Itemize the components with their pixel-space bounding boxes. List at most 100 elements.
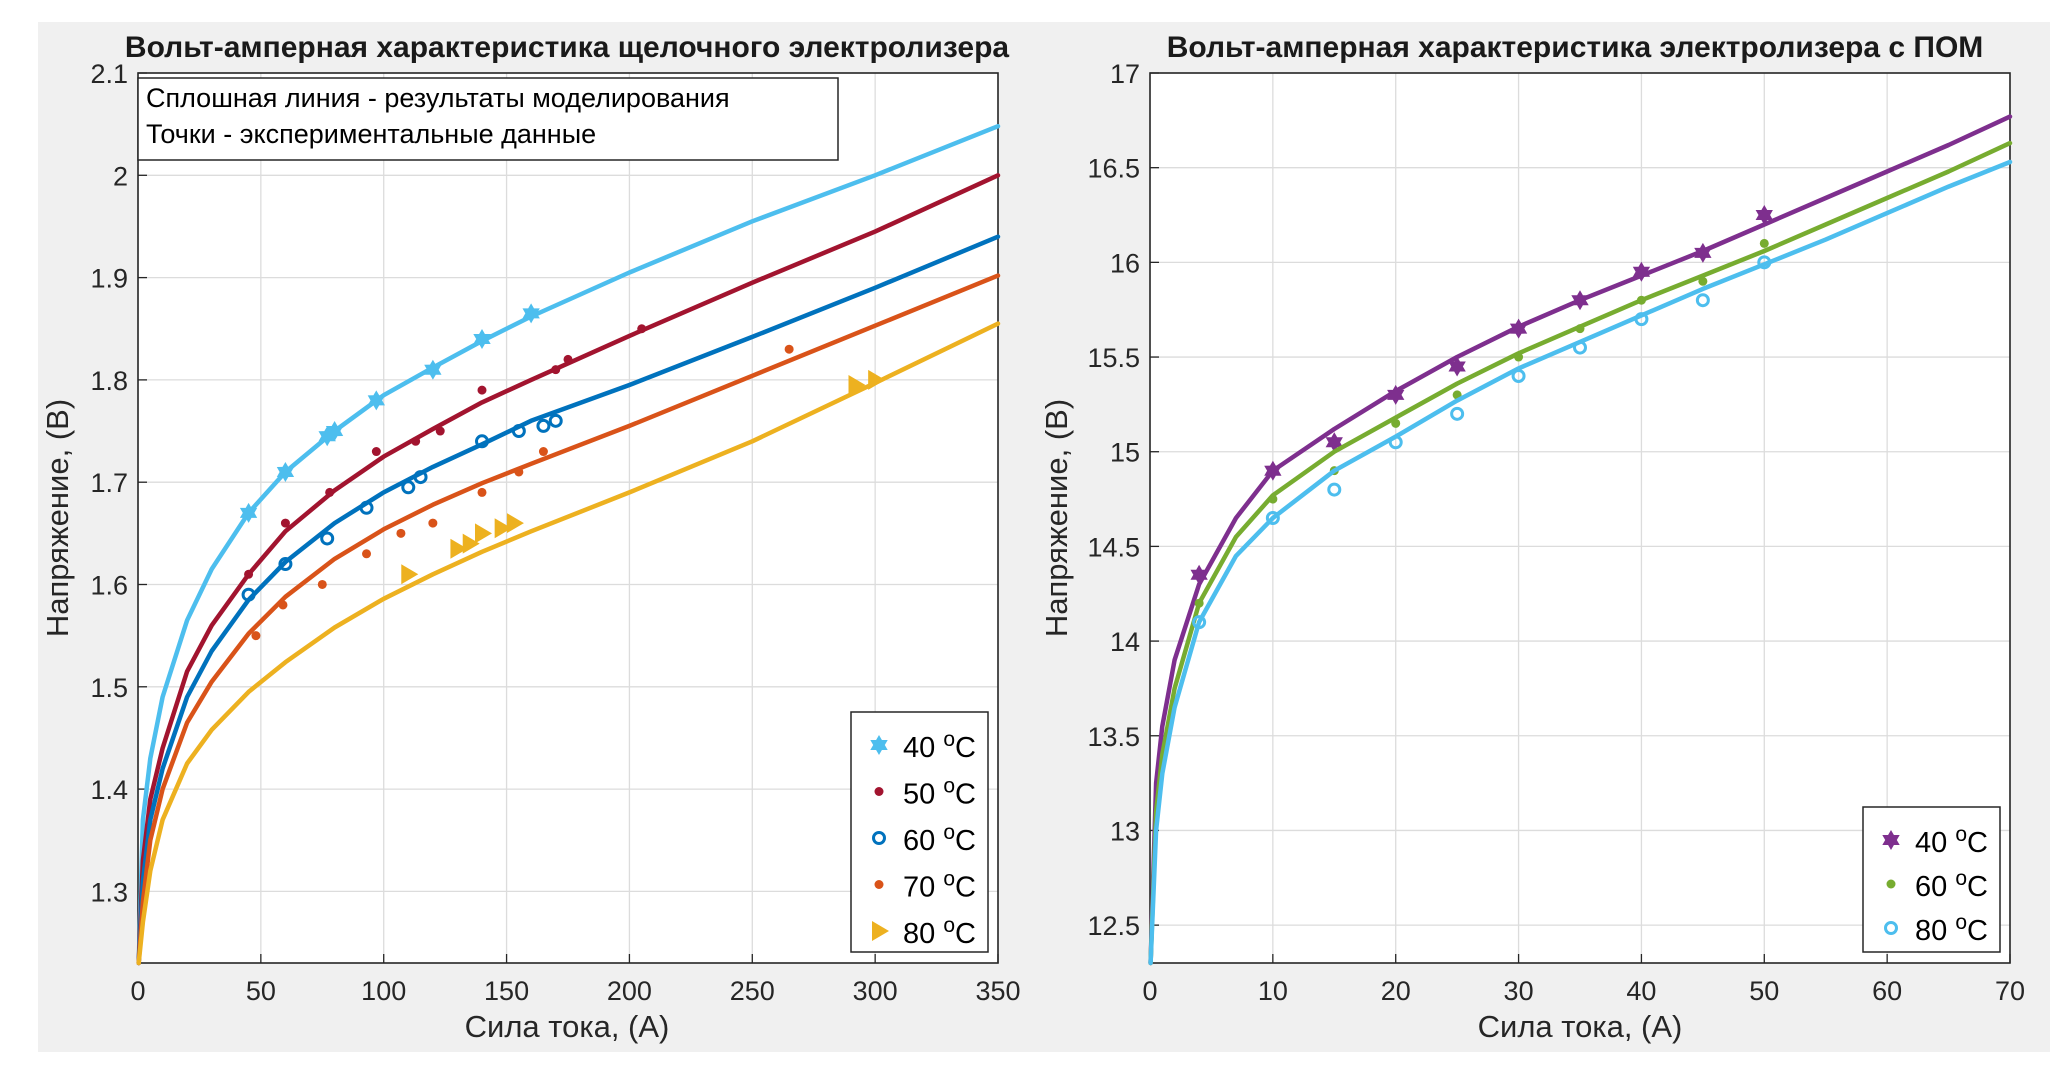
legend-marker-80 [1884, 921, 1898, 935]
data-point-50 [244, 569, 254, 579]
data-point-80 [494, 518, 512, 539]
data-point-40 [1190, 564, 1208, 585]
legend-marker-40 [870, 735, 888, 755]
data-point-70 [251, 631, 261, 641]
data-point-80 [1327, 482, 1342, 497]
legend-label-60: 60 oC [1915, 867, 1988, 903]
data-point-40 [1509, 318, 1528, 339]
y-tick-label: 1.4 [90, 775, 128, 805]
data-point-40 [325, 421, 344, 441]
data-point-50 [637, 324, 647, 334]
data-point-60 [278, 557, 293, 572]
data-point-50 [325, 487, 335, 497]
data-point-80 [1511, 368, 1526, 383]
y-axis-label-left: Напряжение, (В) [40, 399, 75, 637]
data-point-60 [475, 434, 489, 449]
data-point-60 [1575, 324, 1585, 334]
data-point-50 [563, 354, 573, 364]
y-tick-label: 1.3 [90, 877, 128, 907]
annotation-line-1: Сплошная линия - результаты моделировани… [146, 83, 730, 113]
data-point-40 [1387, 384, 1405, 405]
data-point-80 [450, 538, 468, 559]
data-point-70 [317, 579, 327, 589]
y-tick-label: 13 [1110, 816, 1140, 846]
data-point-80 [475, 523, 492, 544]
data-point-80 [1192, 615, 1207, 630]
data-point-60 [536, 418, 551, 433]
x-axis-label-right: Сила тока, (А) [1478, 1009, 1683, 1044]
data-point-70 [514, 467, 524, 477]
data-point-50 [477, 385, 487, 395]
y-axis-label-right: Напряжение, (В) [1039, 399, 1074, 637]
y-tick-label: 12.5 [1087, 911, 1140, 941]
y-tick-label: 1.9 [90, 264, 128, 294]
legend-label-60: 60 oC [903, 821, 976, 857]
annotation-box: Сплошная линия - результаты моделировани… [137, 77, 839, 161]
data-point-80 [868, 369, 886, 390]
annotation-line-2: Точки - экспериментальные данные [146, 119, 596, 149]
data-point-60 [1698, 276, 1708, 286]
data-point-80 [1634, 312, 1649, 327]
y-tick-label: 14.5 [1087, 532, 1140, 562]
data-point-70 [784, 344, 794, 354]
data-point-40 [1694, 242, 1712, 263]
data-point-80 [401, 564, 419, 585]
data-point-60 [548, 413, 563, 428]
x-tick-label: 30 [1504, 976, 1534, 1006]
data-point-70 [362, 549, 372, 559]
data-point-50 [411, 436, 421, 446]
data-point-40 [276, 462, 295, 482]
y-tick-label: 1.8 [90, 366, 128, 396]
data-point-50 [280, 518, 290, 528]
series-line-60 [1148, 140, 2013, 966]
x-tick-label: 200 [607, 976, 652, 1006]
legend-label-40: 40 oC [1915, 823, 1988, 859]
data-point-40 [473, 329, 491, 349]
data-point-80 [1388, 435, 1403, 450]
data-point-60 [241, 587, 256, 602]
legend-marker-70 [874, 880, 884, 889]
data-point-80 [1757, 255, 1772, 270]
y-tick-label: 16.5 [1087, 154, 1140, 184]
legend-label-40: 40 oC [903, 728, 976, 764]
x-tick-label: 250 [730, 976, 775, 1006]
data-point-60 [1391, 418, 1401, 428]
data-point-70 [428, 518, 438, 528]
data-point-70 [278, 600, 288, 610]
data-point-40 [424, 359, 442, 380]
chart-title-right: Вольт-амперная характеристика электролиз… [1167, 31, 1984, 64]
x-tick-label: 300 [853, 976, 898, 1006]
legend-label-80: 80 oC [1915, 911, 1988, 947]
y-tick-label: 16 [1110, 248, 1140, 278]
legend-label-50: 50 oC [903, 775, 976, 811]
y-tick-label: 13.5 [1087, 722, 1140, 752]
data-point-40 [239, 502, 258, 523]
legend-marker-50 [874, 787, 884, 796]
y-tick-label: 14 [1110, 627, 1140, 657]
legend-label-80: 80 oC [903, 914, 976, 950]
series-line-80 [136, 321, 1001, 966]
y-tick-label: 15.5 [1087, 343, 1140, 373]
y-tick-label: 1.5 [90, 673, 128, 703]
x-axis-label-left: Сила тока, (А) [465, 1009, 670, 1044]
x-tick-label: 0 [130, 976, 145, 1006]
data-point-40 [522, 303, 540, 324]
x-tick-label: 0 [1142, 976, 1157, 1006]
x-tick-label: 150 [484, 976, 529, 1006]
data-point-60 [1194, 598, 1204, 608]
legend-marker-80 [872, 921, 889, 941]
chart-title-left: Вольт-амперная характеристика щелочного … [125, 31, 1009, 64]
y-tick-label: 2.1 [90, 59, 128, 89]
x-tick-label: 70 [1995, 976, 2025, 1006]
data-point-70 [538, 447, 548, 457]
series-line-50 [136, 173, 1001, 966]
legend-label-70: 70 oC [903, 868, 976, 904]
legend-marker-40 [1882, 830, 1900, 850]
x-tick-label: 50 [1749, 976, 1779, 1006]
legend-frame-left [850, 711, 989, 953]
data-point-80 [506, 513, 524, 534]
legend-marker-60 [872, 831, 886, 845]
y-tick-label: 1.7 [90, 468, 128, 498]
data-point-60 [1636, 295, 1646, 305]
